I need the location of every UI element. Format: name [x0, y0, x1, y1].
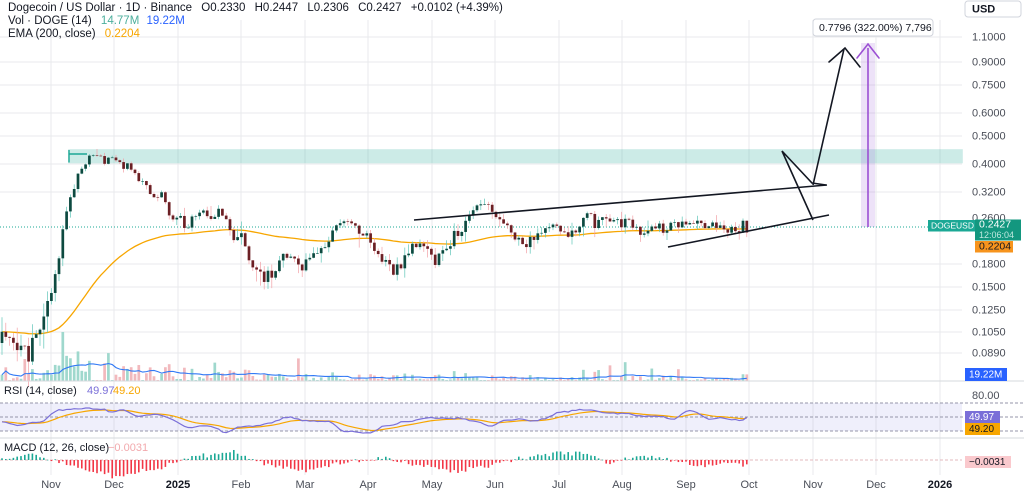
svg-text:1.1000: 1.1000	[972, 32, 1006, 44]
svg-text:0.9000: 0.9000	[972, 57, 1006, 69]
svg-text:Dec: Dec	[104, 479, 124, 491]
svg-text:Mar: Mar	[296, 479, 315, 491]
svg-text:Oct: Oct	[740, 479, 757, 491]
svg-text:Sep: Sep	[676, 479, 696, 491]
svg-text:0.1800: 0.1800	[972, 259, 1006, 271]
svg-text:Nov: Nov	[803, 479, 823, 491]
svg-text:USD: USD	[972, 4, 995, 16]
svg-text:May: May	[422, 479, 443, 491]
svg-text:2025: 2025	[166, 479, 190, 491]
svg-text:Apr: Apr	[359, 479, 376, 491]
svg-text:0.1500: 0.1500	[972, 282, 1006, 294]
svg-text:Jul: Jul	[552, 479, 566, 491]
svg-text:0.4000: 0.4000	[972, 159, 1006, 171]
svg-text:Nov: Nov	[41, 479, 61, 491]
svg-text:0.6000: 0.6000	[972, 108, 1006, 120]
svg-text:0.2427: 0.2427	[979, 219, 1011, 231]
svg-text:0.7796 (322.00%) 7,796: 0.7796 (322.00%) 7,796	[819, 22, 932, 34]
svg-text:Jun: Jun	[486, 479, 504, 491]
svg-text:49.20: 49.20	[969, 424, 994, 435]
svg-text:49.97: 49.97	[969, 412, 994, 423]
svg-text:0.2204: 0.2204	[979, 241, 1011, 253]
svg-text:0.5000: 0.5000	[972, 131, 1006, 143]
svg-text:MACD (12, 26, close): MACD (12, 26, close)	[4, 442, 109, 454]
svg-text:Dec: Dec	[866, 479, 886, 491]
svg-text:2026: 2026	[928, 479, 952, 491]
svg-text:19.22M: 19.22M	[969, 370, 1002, 381]
svg-text:DOGEUSD: DOGEUSD	[931, 221, 974, 231]
svg-text:0.1050: 0.1050	[972, 327, 1006, 339]
svg-text:0.7500: 0.7500	[972, 80, 1006, 92]
svg-text:−0.0031: −0.0031	[969, 457, 1006, 468]
svg-text:0.0890: 0.0890	[972, 348, 1006, 360]
svg-text:49.97: 49.97	[87, 385, 115, 397]
svg-text:12:06:04: 12:06:04	[979, 230, 1014, 240]
svg-text:49.20: 49.20	[113, 385, 141, 397]
svg-text:RSI (14, close): RSI (14, close)	[4, 385, 77, 397]
svg-text:0.1250: 0.1250	[972, 305, 1006, 317]
svg-text:Aug: Aug	[612, 479, 632, 491]
svg-text:0.3200: 0.3200	[972, 187, 1006, 199]
svg-text:−0.0031: −0.0031	[108, 442, 148, 454]
svg-text:Feb: Feb	[232, 479, 251, 491]
svg-text:80.00: 80.00	[972, 390, 1000, 402]
